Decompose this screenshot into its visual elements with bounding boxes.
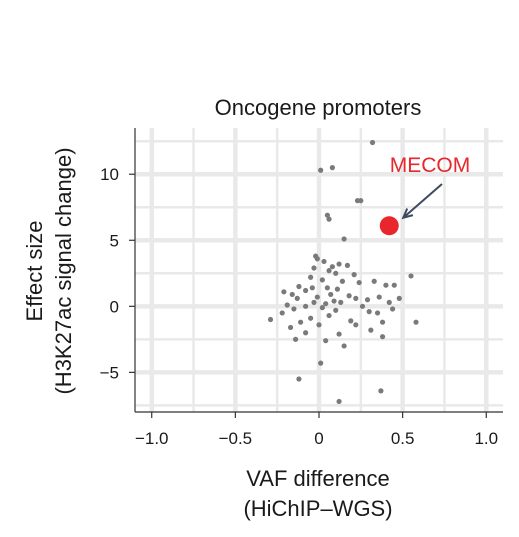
data-point <box>344 262 351 268</box>
x-tick-label: 0 <box>314 429 323 448</box>
data-point <box>281 289 287 295</box>
data-point <box>314 294 320 300</box>
data-point <box>408 273 414 279</box>
data-point <box>356 279 362 286</box>
data-point <box>358 198 364 204</box>
data-point <box>319 305 325 311</box>
data-point <box>336 398 342 405</box>
data-point <box>329 165 335 171</box>
y-tick-label: 0 <box>110 297 119 316</box>
data-point <box>303 303 309 309</box>
grid <box>135 128 503 412</box>
data-point <box>287 324 294 331</box>
y-tick-label: 5 <box>110 231 119 250</box>
data-point <box>318 167 324 173</box>
data-point <box>303 330 309 336</box>
data-point <box>324 285 330 291</box>
highlight-arrow <box>402 183 443 219</box>
x-tick-label: 1.0 <box>474 429 498 448</box>
data-point <box>364 297 371 303</box>
data-point <box>289 291 295 298</box>
data-point <box>296 376 302 382</box>
y-axis-label-line2: (H3K27ac signal change) <box>51 147 76 394</box>
data-point <box>334 286 340 292</box>
data-point <box>339 278 346 284</box>
data-point <box>379 334 386 340</box>
data-point <box>391 282 397 288</box>
data-point <box>371 278 377 284</box>
data-point <box>346 293 352 299</box>
data-point <box>368 327 374 333</box>
data-point <box>353 322 359 328</box>
y-tick-label: 10 <box>100 165 119 184</box>
chart-title: Oncogene promoters <box>215 95 422 120</box>
arrow-head <box>401 208 414 220</box>
data-point <box>319 277 325 283</box>
data-point <box>279 310 285 316</box>
data-point <box>294 295 300 301</box>
data-point <box>296 283 302 290</box>
data-point <box>291 306 297 312</box>
highlight-point <box>379 216 399 236</box>
data-point <box>284 302 290 308</box>
data-point <box>328 291 334 298</box>
data-point <box>374 310 381 316</box>
x-axis-label-line2: (HiChIP–WGS) <box>243 496 392 521</box>
data-point <box>298 319 304 325</box>
data-point <box>326 312 332 319</box>
x-axis-label-line1: VAF difference <box>246 466 389 491</box>
data-point <box>351 272 357 278</box>
data-point <box>324 212 330 218</box>
data-point <box>333 270 339 276</box>
data-point <box>314 256 320 262</box>
data-point <box>390 306 396 312</box>
highlight-label: MECOM <box>390 154 471 177</box>
data-point <box>329 264 335 270</box>
data-point <box>323 338 329 344</box>
data-point <box>336 331 342 337</box>
y-axis-label-line1: Effect size <box>22 220 47 321</box>
data-point <box>309 285 315 291</box>
x-tick-label: 0.5 <box>391 429 415 448</box>
data-point <box>323 301 329 307</box>
data-points <box>267 139 419 405</box>
data-point <box>326 216 332 222</box>
data-point <box>378 388 384 394</box>
data-point <box>341 236 347 242</box>
data-point <box>386 299 392 305</box>
x-tick-label: −1.0 <box>135 429 169 448</box>
data-point <box>308 315 314 321</box>
data-point <box>318 360 324 366</box>
y-tick-label: −5 <box>100 363 119 382</box>
data-point <box>326 268 332 274</box>
data-point <box>311 265 317 271</box>
data-point <box>348 318 354 324</box>
data-point <box>376 294 382 300</box>
data-point <box>311 299 317 305</box>
data-point <box>292 336 299 342</box>
highlight-group: MECOM <box>379 154 471 236</box>
data-point <box>338 299 344 305</box>
data-point <box>353 295 359 301</box>
data-point <box>359 303 366 309</box>
data-point <box>366 309 372 315</box>
data-point <box>308 274 314 280</box>
data-point <box>303 287 309 294</box>
data-point <box>267 316 274 323</box>
data-point <box>379 319 386 325</box>
data-point <box>396 295 402 301</box>
x-tick-label: −0.5 <box>219 429 253 448</box>
data-point <box>331 298 337 304</box>
data-point <box>341 343 347 349</box>
data-point <box>369 139 376 146</box>
data-point <box>413 319 419 325</box>
data-point <box>383 282 389 288</box>
data-point <box>321 258 327 265</box>
data-point <box>336 261 342 267</box>
data-point <box>316 322 322 328</box>
axes: −1.0 −0.5 0 0.5 1.0 −5 0 5 10 <box>100 128 503 448</box>
data-point <box>333 307 339 313</box>
